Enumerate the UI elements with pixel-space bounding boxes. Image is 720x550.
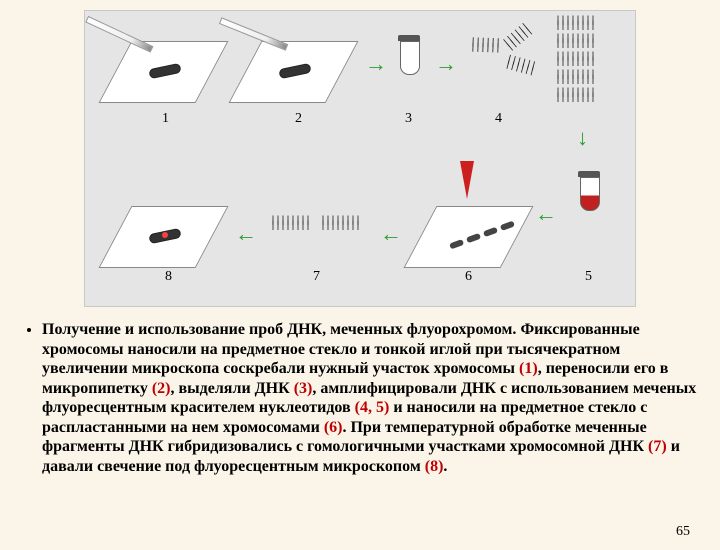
ref-8: (8) (425, 458, 444, 475)
dna-frag-c: |||||||||||| (504, 57, 536, 74)
arrow-7-8: ← (235, 221, 257, 247)
dna-col-3: |||||||||||||||| (555, 55, 595, 65)
label-step2: 2 (295, 111, 302, 127)
slide-step2 (245, 41, 340, 101)
slide-step6 (420, 206, 515, 266)
red-pipette-icon (460, 161, 474, 199)
ref-1: (1) (519, 360, 538, 377)
slide-step1 (115, 41, 210, 101)
ref-7: (7) (648, 438, 667, 455)
label-step1: 1 (162, 111, 169, 127)
slide-step8 (115, 206, 210, 266)
dna-frag-a: |||||||||||| (470, 40, 500, 51)
caption-c: , выделяли ДНК (171, 380, 294, 397)
label-step7: 7 (313, 269, 320, 285)
tube-step5 (580, 171, 598, 211)
ref-2: (2) (152, 380, 171, 397)
label-step6: 6 (465, 269, 472, 285)
dna-frag-b: |||||||||||| (503, 25, 532, 52)
arrow-5-6: ← (535, 201, 557, 227)
dna-step7: |||||||| |||||||||||||||| |||||||| (270, 219, 360, 229)
caption-block: Получение и использование проб ДНК, мече… (0, 312, 720, 476)
dna-col-5: |||||||||||||||| (555, 91, 595, 101)
process-diagram: 1 2 → 3 → |||||||||||| |||||||||||| ||||… (84, 10, 636, 307)
ref-6: (6) (324, 419, 343, 436)
dna-col-1: |||||||||||||||| (555, 19, 595, 29)
label-step4: 4 (495, 111, 502, 127)
ref-45: (4, 5) (355, 399, 390, 416)
label-step8: 8 (165, 269, 172, 285)
ref-3: (3) (294, 380, 313, 397)
caption-lead: Получение и использование проб ДНК, мече… (42, 321, 516, 338)
arrow-2-3: → (365, 51, 387, 77)
label-step3: 3 (405, 111, 412, 127)
tube-step3 (400, 35, 418, 75)
dna-col-4: |||||||||||||||| (555, 73, 595, 83)
arrow-6-7: ← (380, 221, 402, 247)
arrow-3-4: → (435, 51, 457, 77)
caption-period: . (443, 458, 447, 475)
label-step5: 5 (585, 269, 592, 285)
page-number: 65 (676, 524, 690, 540)
arrow-4-5: → (573, 128, 599, 150)
dna-col-2: |||||||||||||||| (555, 37, 595, 47)
